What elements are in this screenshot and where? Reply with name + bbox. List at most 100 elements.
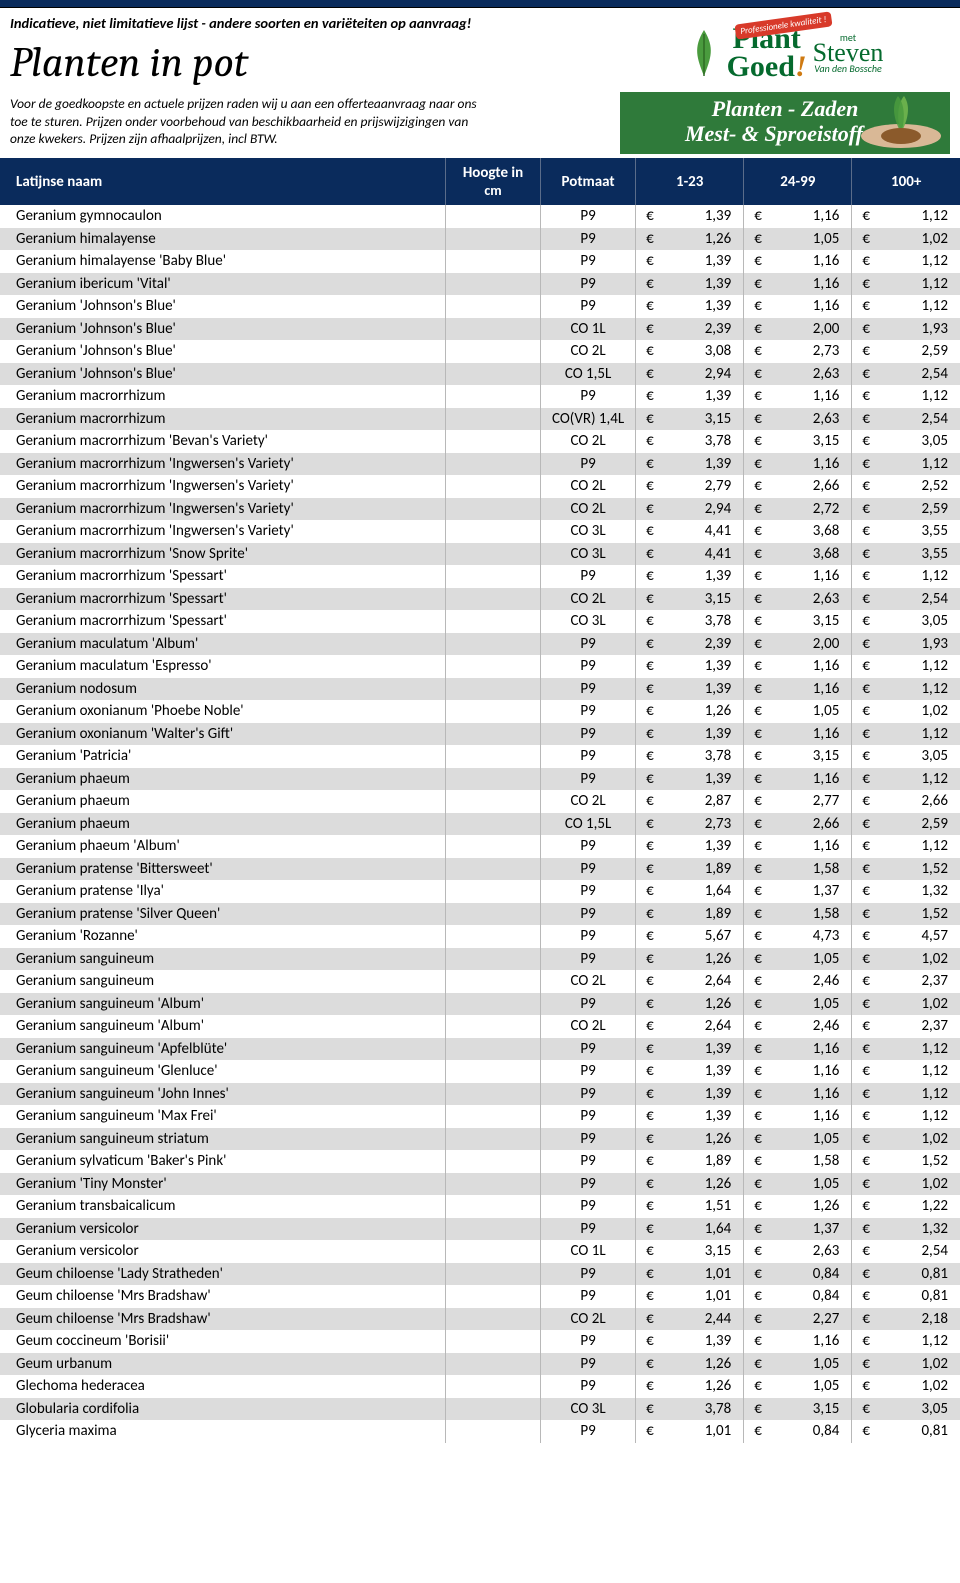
cell-height: [445, 363, 540, 386]
cell-height: [445, 1240, 540, 1263]
cell-p2: €3,15: [744, 745, 852, 768]
cell-pot: P9: [541, 1330, 636, 1353]
cell-p1: €2,39: [636, 633, 744, 656]
brand-line2: Goed: [727, 50, 795, 83]
table-row: Geranium sanguineum 'Album'P9€1,26€1,05€…: [0, 993, 960, 1016]
cell-height: [445, 1375, 540, 1398]
cell-pot: CO 2L: [541, 475, 636, 498]
cell-p3: €2,18: [852, 1308, 960, 1331]
cell-p1: €2,73: [636, 813, 744, 836]
cell-height: [445, 655, 540, 678]
cell-p2: €2,00: [744, 318, 852, 341]
cell-p2: €1,37: [744, 880, 852, 903]
cell-p3: €1,12: [852, 1330, 960, 1353]
cell-height: [445, 678, 540, 701]
cell-p1: €1,26: [636, 700, 744, 723]
table-row: Geranium macrorrhizum 'Spessart'CO 3L€3,…: [0, 610, 960, 633]
cell-p3: €1,12: [852, 565, 960, 588]
price-table: Latijnse naam Hoogte in cm Potmaat 1-23 …: [0, 158, 960, 1443]
cell-p2: €4,73: [744, 925, 852, 948]
cell-p1: €1,39: [636, 835, 744, 858]
table-row: Geranium macrorrhizum 'Ingwersen's Varie…: [0, 475, 960, 498]
cell-p2: €1,16: [744, 768, 852, 791]
cell-p3: €1,12: [852, 678, 960, 701]
table-row: Glyceria maximaP9€1,01€0,84€0,81: [0, 1420, 960, 1443]
cell-height: [445, 858, 540, 881]
cell-height: [445, 610, 540, 633]
cell-pot: P9: [541, 1353, 636, 1376]
cell-p2: €1,16: [744, 453, 852, 476]
cell-name: Geranium nodosum: [0, 678, 445, 701]
cell-p3: €1,12: [852, 1083, 960, 1106]
cell-p3: €1,32: [852, 880, 960, 903]
cell-p1: €3,78: [636, 430, 744, 453]
header: Indicatieve, niet limitatieve lijst - an…: [0, 8, 960, 158]
cell-pot: P9: [541, 1060, 636, 1083]
table-row: Geranium sanguineum striatumP9€1,26€1,05…: [0, 1128, 960, 1151]
steven-sub: Van den Bossche: [813, 62, 884, 75]
cell-pot: P9: [541, 993, 636, 1016]
cell-p3: €2,54: [852, 363, 960, 386]
cell-height: [445, 543, 540, 566]
cell-height: [445, 1398, 540, 1421]
cell-name: Geranium sanguineum 'Apfelblüte': [0, 1038, 445, 1061]
cell-pot: P9: [541, 1105, 636, 1128]
cell-p3: €1,12: [852, 385, 960, 408]
cell-name: Geranium gymnocaulon: [0, 205, 445, 228]
cell-name: Geum chiloense 'Mrs Bradshaw': [0, 1285, 445, 1308]
cell-p1: €1,39: [636, 723, 744, 746]
cell-pot: P9: [541, 745, 636, 768]
cell-height: [445, 205, 540, 228]
cell-p3: €1,02: [852, 1353, 960, 1376]
table-row: Geum chiloense 'Mrs Bradshaw'P9€1,01€0,8…: [0, 1285, 960, 1308]
table-row: Geum chiloense 'Lady Stratheden'P9€1,01€…: [0, 1263, 960, 1286]
cell-pot: P9: [541, 1150, 636, 1173]
cell-p1: €3,78: [636, 610, 744, 633]
cell-p2: €1,05: [744, 228, 852, 251]
table-row: Geranium macrorrhizum 'Snow Sprite'CO 3L…: [0, 543, 960, 566]
table-row: Geranium 'Patricia'P9€3,78€3,15€3,05: [0, 745, 960, 768]
cell-p3: €1,12: [852, 205, 960, 228]
cell-height: [445, 1173, 540, 1196]
cell-p1: €1,39: [636, 273, 744, 296]
cell-pot: P9: [541, 700, 636, 723]
cell-pot: P9: [541, 925, 636, 948]
cell-height: [445, 768, 540, 791]
cell-p1: €1,39: [636, 565, 744, 588]
cell-p2: €1,16: [744, 723, 852, 746]
cell-p2: €1,16: [744, 1060, 852, 1083]
cell-height: [445, 835, 540, 858]
cell-name: Geranium oxonianum 'Walter's Gift': [0, 723, 445, 746]
cell-p1: €3,15: [636, 1240, 744, 1263]
cell-pot: CO 2L: [541, 430, 636, 453]
cell-p2: €3,68: [744, 520, 852, 543]
cell-pot: CO 3L: [541, 1398, 636, 1421]
cell-name: Geranium himalayense: [0, 228, 445, 251]
cell-p1: €1,39: [636, 385, 744, 408]
height-line2: cm: [454, 182, 532, 199]
cell-p1: €2,94: [636, 498, 744, 521]
cell-p2: €1,05: [744, 1173, 852, 1196]
banner-line1: Planten - Zaden: [712, 96, 859, 121]
cell-height: [445, 385, 540, 408]
table-row: Geranium 'Johnson's Blue'CO 1,5L€2,94€2,…: [0, 363, 960, 386]
cell-p1: €1,39: [636, 1330, 744, 1353]
cell-p1: €2,64: [636, 1015, 744, 1038]
cell-pot: P9: [541, 1128, 636, 1151]
cell-p3: €1,02: [852, 1375, 960, 1398]
cell-p3: €2,52: [852, 475, 960, 498]
banner-line2: Mest- & Sproeistoffen: [685, 121, 885, 146]
table-row: Geranium phaeumCO 1,5L€2,73€2,66€2,59: [0, 813, 960, 836]
table-row: Geum coccineum 'Borisii'P9€1,39€1,16€1,1…: [0, 1330, 960, 1353]
cell-p2: €2,27: [744, 1308, 852, 1331]
cell-p1: €3,15: [636, 408, 744, 431]
cell-pot: CO 2L: [541, 498, 636, 521]
tagline: Indicatieve, niet limitatieve lijst - an…: [10, 14, 610, 32]
cell-p1: €2,39: [636, 318, 744, 341]
cell-p1: €1,26: [636, 1375, 744, 1398]
cell-p3: €3,05: [852, 610, 960, 633]
cell-pot: P9: [541, 655, 636, 678]
cell-height: [445, 903, 540, 926]
cell-pot: CO 2L: [541, 1308, 636, 1331]
cell-pot: CO 2L: [541, 340, 636, 363]
